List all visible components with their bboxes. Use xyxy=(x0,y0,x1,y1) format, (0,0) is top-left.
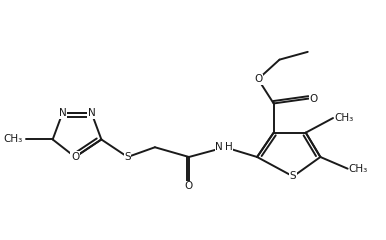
Text: O: O xyxy=(71,152,79,162)
Text: CH₃: CH₃ xyxy=(3,134,22,144)
Text: O: O xyxy=(185,181,193,191)
Text: N: N xyxy=(59,108,66,118)
Text: S: S xyxy=(290,171,296,181)
Text: N: N xyxy=(215,142,223,152)
Text: N: N xyxy=(88,108,95,118)
Text: CH₃: CH₃ xyxy=(349,164,368,174)
Text: O: O xyxy=(254,74,262,84)
Text: CH₃: CH₃ xyxy=(334,113,353,123)
Text: S: S xyxy=(124,152,131,162)
Text: H: H xyxy=(225,142,233,152)
Text: O: O xyxy=(310,94,318,104)
